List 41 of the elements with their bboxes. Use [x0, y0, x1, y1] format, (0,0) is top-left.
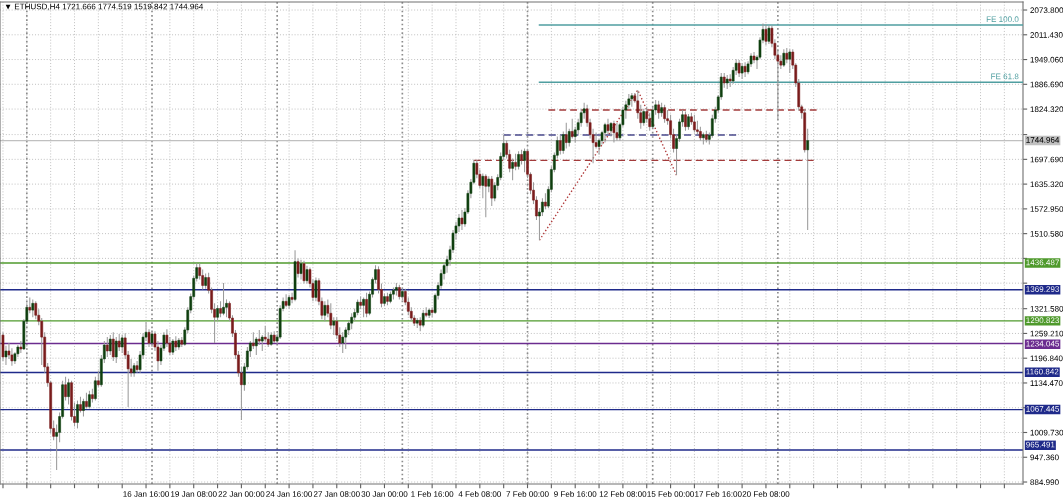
- x-tick-label: 12 Feb 08:00: [599, 490, 647, 497]
- y-tick-label: 1886.690: [1030, 81, 1063, 88]
- y-tick-label: 1824.320: [1030, 106, 1063, 113]
- ref-line-label: 1369.293: [1026, 286, 1060, 292]
- y-tick-label: 2073.800: [1030, 7, 1063, 14]
- y-tick-label: 1009.730: [1030, 429, 1063, 436]
- ref-line-label: 1160.842: [1026, 368, 1059, 375]
- x-tick-label: 27 Jan 08:00: [313, 491, 360, 497]
- x-tick-label: 22 Jan 00:00: [218, 491, 265, 497]
- x-tick-label: 16 Jan 16:00: [123, 491, 170, 497]
- x-tick-label: 19 Jan 08:00: [171, 491, 217, 497]
- x-tick-label: 15 Feb 00:00: [647, 490, 694, 497]
- y-tick-label: 1134.470: [1030, 380, 1063, 386]
- chart-title: ▼ ETHUSD,H4 1721.666 1774.519 1519.842 1744.964: [5, 3, 204, 11]
- x-tick-label: 9 Feb 16:00: [554, 490, 597, 497]
- series-label: FE 100.0: [986, 16, 1019, 23]
- y-tick-label: 947.360: [1030, 454, 1059, 461]
- y-tick-label: 1572.950: [1030, 206, 1063, 212]
- y-tick-label: 1321.580: [1030, 305, 1063, 312]
- x-tick-label: 1 Feb 16:00: [411, 490, 454, 497]
- x-tick-label: 7 Feb 00:00: [506, 490, 549, 497]
- ref-line-label: 1290.823: [1026, 317, 1060, 324]
- ref-line-label: 965.491: [1026, 441, 1055, 448]
- x-tick-label: 24 Jan 16:00: [266, 491, 313, 497]
- series-label: FE 61.8: [991, 73, 1019, 80]
- y-tick-label: 1635.320: [1030, 181, 1063, 188]
- y-tick-label: 1949.060: [1030, 56, 1063, 63]
- x-tick-label: 4 Feb 08:00: [458, 490, 502, 497]
- y-tick-label: 1196.840: [1030, 355, 1063, 362]
- y-tick-label: 1697.690: [1030, 156, 1063, 163]
- y-tick-label: 1510.580: [1030, 230, 1063, 237]
- ref-line-label: 1234.045: [1026, 340, 1060, 347]
- y-tick-label: 884.990: [1030, 479, 1059, 486]
- x-tick-label: 30 Jan 00:00: [361, 491, 408, 497]
- ref-line-label: 1744.964: [1026, 137, 1060, 143]
- y-tick-label: 2011.430: [1030, 32, 1063, 38]
- x-tick-label: 20 Feb 08:00: [742, 490, 790, 497]
- ref-line-label: 1436.487: [1026, 259, 1059, 266]
- y-tick-label: 1259.210: [1030, 330, 1063, 337]
- ref-line-label: 1067.445: [1026, 406, 1060, 412]
- x-tick-label: 17 Feb 16:00: [695, 490, 742, 497]
